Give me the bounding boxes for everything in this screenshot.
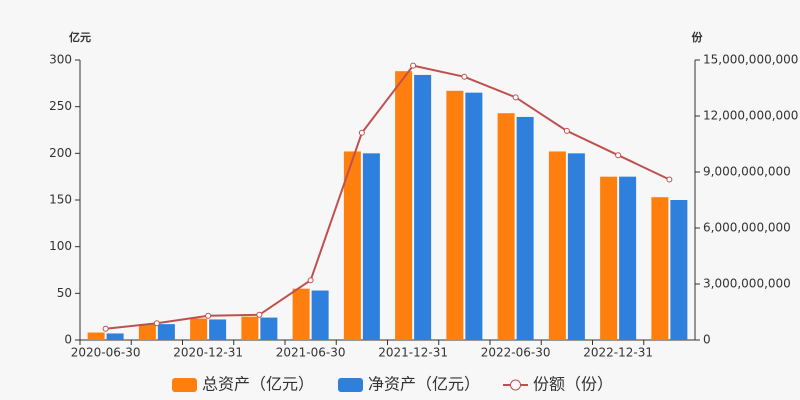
y-tick-label: 300 [49,53,72,67]
line-point [153,320,160,327]
bar [362,153,380,340]
x-tick-label: 2020-06-30 [71,346,141,360]
bar [619,176,637,340]
bar [446,90,464,340]
x-tick-label: 2020-12-31 [173,346,243,360]
bar [292,288,310,340]
line-point [666,176,673,183]
bar [395,71,413,340]
bar [157,324,175,340]
legend-swatch [510,379,521,391]
y-tick-label: 100 [49,239,72,253]
line-point [102,325,109,332]
x-tick-label: 2022-06-30 [481,346,551,360]
y-axis-unit: 亿元 [69,30,91,44]
bar [567,153,585,340]
line-point [563,127,570,134]
bar [87,332,105,340]
bar [260,317,278,340]
x-tick-label: 2021-06-30 [276,346,346,360]
y2-axis-unit: 份 [692,30,704,44]
line-point [256,311,263,318]
bar [241,316,259,340]
x-tick-label: 2021-12-31 [378,346,448,360]
bar [209,319,227,340]
line [105,64,670,330]
y-tick-label: 150 [49,193,72,207]
y2-tick-label: 9,000,000,000 [703,165,791,179]
line-point [615,152,622,159]
line-point [410,62,417,69]
line-point [307,277,314,284]
bar [516,116,534,340]
line-point [358,129,365,136]
y2-tick-label: 12,000,000,000 [703,109,798,123]
y2-tick-label: 15,000,000,000 [703,53,798,67]
bar [414,74,432,340]
bar [311,290,329,340]
legend-label: 份额（份） [533,375,613,394]
y-tick-label: 0 [64,333,72,347]
bar [343,151,361,340]
bar [497,113,515,340]
y2-tick-label: 6,000,000,000 [703,221,791,235]
x-tick-label: 2022-12-31 [583,346,653,360]
bar [465,92,483,341]
legend-label: 总资产（亿元） [202,375,314,394]
bar [106,333,124,340]
legend-label: 净资产（亿元） [368,375,480,394]
line-point [461,73,468,80]
bar [670,200,688,340]
y2-tick-label: 3,000,000,000 [703,277,791,291]
bar [548,151,566,340]
bar [138,324,156,340]
y-tick-label: 200 [49,146,72,160]
line-point [512,94,519,101]
bar [600,176,618,340]
legend-swatch [172,378,197,392]
y-tick-label: 50 [57,286,72,300]
y2-tick-label: 0 [703,333,711,347]
bar [190,318,208,340]
line-point [205,312,212,319]
bar [651,197,669,340]
legend-swatch [338,378,363,392]
y-tick-label: 250 [49,99,72,113]
